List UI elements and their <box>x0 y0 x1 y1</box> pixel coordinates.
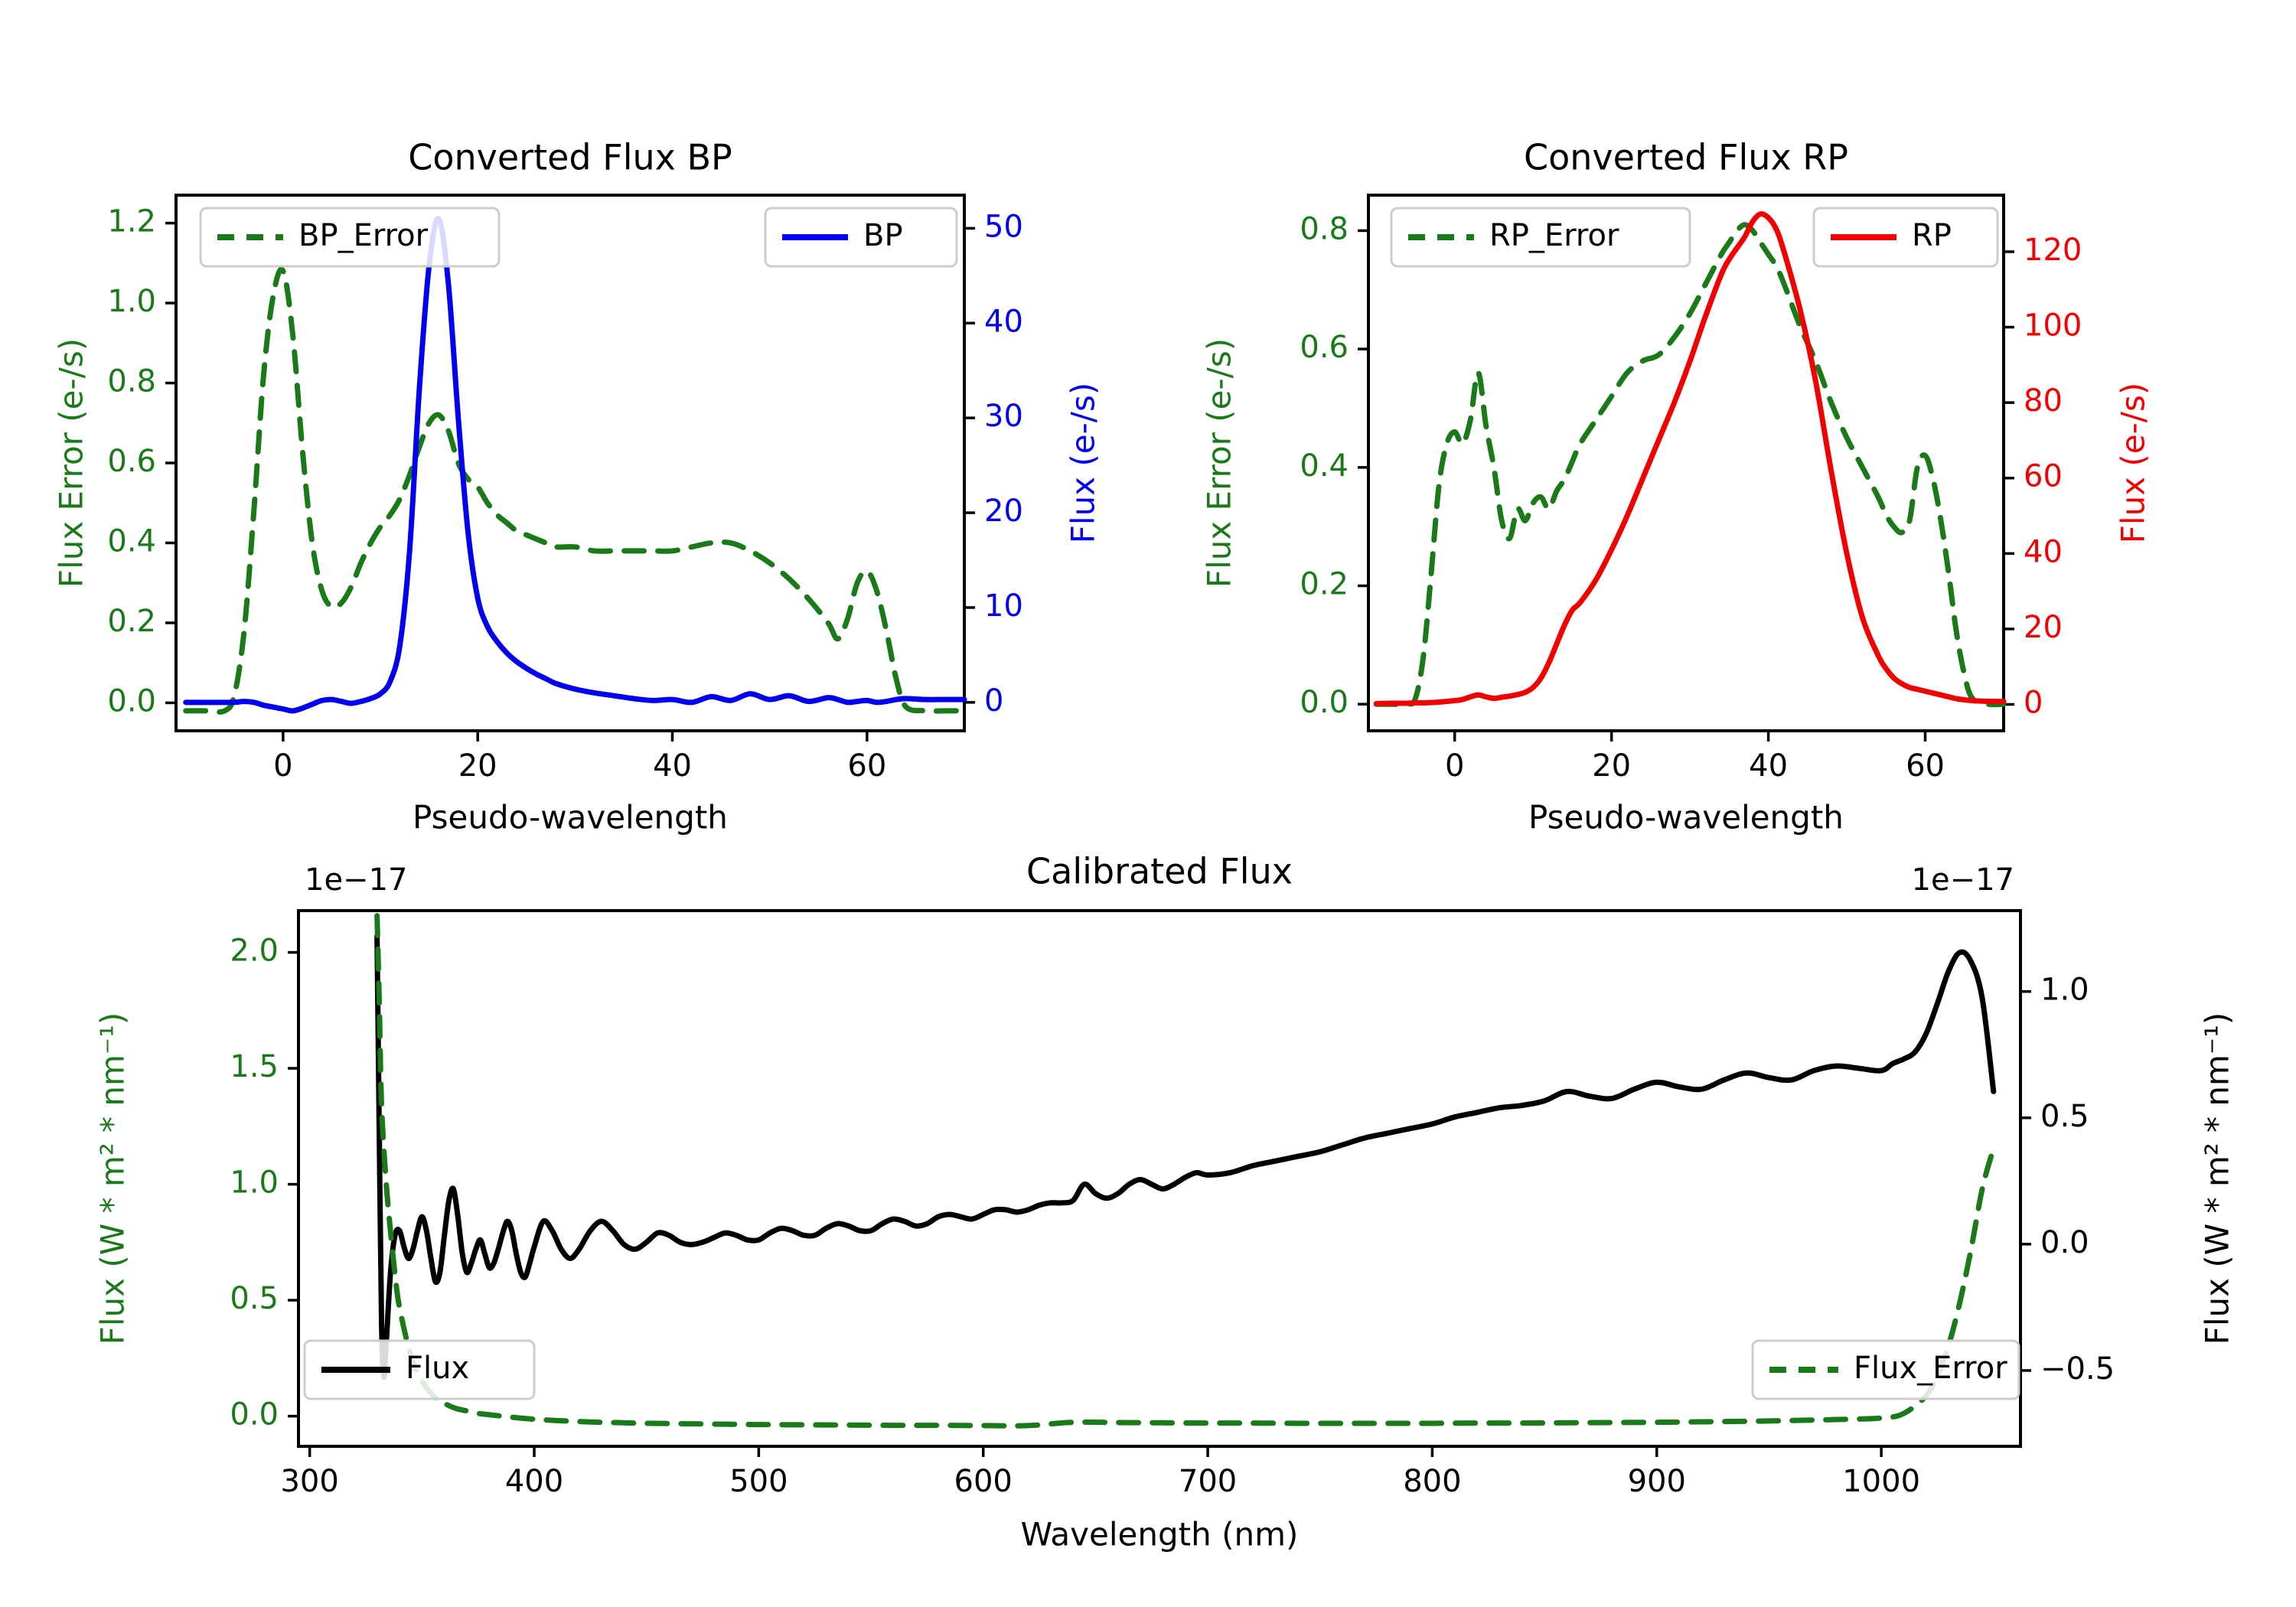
series-flux <box>374 933 1997 1380</box>
y-axis-label-right: Flux (W * m² * nm⁻¹) <box>2199 1012 2236 1345</box>
panel-converted-flux-bp: Converted Flux BP 0 20 40 60 Pseudo-wavelengt… <box>0 46 1148 836</box>
series-rp <box>1373 211 2007 707</box>
y-offset-label-left: 1e−17 <box>305 862 407 898</box>
x-tick-label: 20 <box>458 748 497 784</box>
y-tick-label-left: 0.0 <box>230 1397 279 1433</box>
y-tick-label-right: 120 <box>2024 233 2082 268</box>
y-tick-label-left: 1.5 <box>230 1049 279 1084</box>
series-flux_error <box>374 913 1997 1429</box>
x-tick-label: 20 <box>1592 748 1631 784</box>
y-tick-label-left: 1.0 <box>230 1165 279 1201</box>
legend-label: RP <box>1912 218 1952 253</box>
y-tick-label-right: 60 <box>2024 459 2063 494</box>
legend-calibrated-flux-error[interactable]: Flux_Error <box>1751 1339 2020 1400</box>
y-tick-label-left: 0.2 <box>1300 566 1349 601</box>
series-bp <box>183 216 967 714</box>
legend-calibrated-flux[interactable]: Flux <box>303 1339 536 1400</box>
chart-calibrated-flux: Calibrated Flux 1e−17 1e−17 300 400 500 600 700… <box>94 851 2236 1553</box>
y-tick-label-left: 0.0 <box>1300 685 1349 720</box>
legend-bp-flux[interactable]: BP <box>764 207 958 268</box>
y-tick-label-left: 0.6 <box>1300 330 1349 365</box>
chart-title: Converted Flux RP <box>1524 137 1848 178</box>
y-tick-label-right: 20 <box>984 494 1023 529</box>
chart-title: Converted Flux BP <box>408 137 732 178</box>
y-tick-label-left: 1.0 <box>107 284 156 319</box>
plot-frame <box>1367 194 2005 732</box>
x-tick-label: 60 <box>1906 748 1945 784</box>
legend-label: RP_Error <box>1489 218 1619 253</box>
y-tick-label-right: −0.5 <box>2040 1351 2115 1387</box>
x-tick-label: 0 <box>273 748 292 784</box>
y-tick-label-right: 30 <box>984 399 1023 434</box>
x-tick-label: 400 <box>505 1464 563 1499</box>
series-bp_error <box>183 266 967 715</box>
legend-rp-flux[interactable]: RP <box>1812 207 1999 268</box>
chart-converted-flux-bp: Converted Flux BP 0 20 40 60 Pseudo-wavelengt… <box>53 137 1102 836</box>
y-tick-label-right: 80 <box>2024 383 2063 419</box>
y-tick-label-right: 10 <box>984 588 1023 624</box>
x-tick-label: 800 <box>1403 1464 1461 1499</box>
x-tick-label: 600 <box>954 1464 1013 1499</box>
y-tick-label-right: 20 <box>2024 610 2063 645</box>
y-tick-label-right: 0 <box>984 683 1003 719</box>
plot-frame <box>297 909 2022 1448</box>
legend-label: Flux <box>406 1351 469 1386</box>
legend-bp-error[interactable]: BP_Error <box>199 207 501 268</box>
y-tick-label-left: 0.8 <box>1300 211 1349 246</box>
y-axis-label-left: Flux Error (e-/s) <box>1201 338 1238 588</box>
y-tick-label-right: 0 <box>2024 685 2043 720</box>
y-tick-label-left: 1.2 <box>107 204 156 240</box>
x-tick-label: 900 <box>1628 1464 1686 1499</box>
x-tick-label: 300 <box>280 1464 338 1499</box>
y-offset-label-right: 1e−17 <box>1912 862 2014 898</box>
x-tick-label: 1000 <box>1842 1464 1920 1499</box>
y-axis-label-left: Flux (W * m² * nm⁻¹) <box>94 1012 132 1345</box>
series-rp_error <box>1373 222 2007 708</box>
panel-converted-flux-rp: Converted Flux RP 0 20 40 60 Pseudo-wavelengt… <box>1148 46 2296 836</box>
legend-label: Flux_Error <box>1854 1351 2007 1386</box>
y-tick-label-left: 0.5 <box>230 1281 279 1316</box>
y-tick-label-right: 50 <box>984 209 1023 244</box>
y-tick-label-right: 100 <box>2024 308 2082 344</box>
y-tick-label-left: 0.0 <box>107 683 156 719</box>
legend-label: BP_Error <box>298 218 429 253</box>
x-tick-label: 40 <box>653 748 692 784</box>
chart-title: Calibrated Flux <box>1026 851 1293 892</box>
y-tick-label-left: 0.6 <box>107 444 156 479</box>
x-tick-label: 700 <box>1179 1464 1237 1499</box>
y-tick-label-left: 0.2 <box>107 604 156 639</box>
y-tick-label-left: 0.4 <box>1300 448 1349 484</box>
x-axis-label: Wavelength (nm) <box>1021 1516 1299 1553</box>
panel-calibrated-flux: Calibrated Flux 1e−17 1e−17 300 400 500 600 700… <box>0 826 2296 1607</box>
y-axis-label-left: Flux Error (e-/s) <box>53 338 90 588</box>
y-tick-label-left: 0.8 <box>107 364 156 399</box>
y-tick-label-left: 0.4 <box>107 523 156 559</box>
x-axis-label: Pseudo-wavelength <box>413 799 728 836</box>
chart-converted-flux-rp: Converted Flux RP 0 20 40 60 Pseudo-wavelengt… <box>1201 137 2152 836</box>
y-tick-label-right: 0.5 <box>2040 1099 2089 1134</box>
y-tick-label-right: 40 <box>2024 534 2063 569</box>
x-axis-label: Pseudo-wavelength <box>1528 799 1844 836</box>
y-tick-label-left: 2.0 <box>230 934 279 969</box>
legend-label: BP <box>863 218 903 253</box>
y-tick-label-right: 1.0 <box>2040 973 2089 1008</box>
y-axis-label-right: Flux (e-/s) <box>1065 383 1102 543</box>
x-tick-label: 60 <box>847 748 886 784</box>
y-axis-label-right: Flux (e-/s) <box>2115 383 2152 543</box>
y-tick-label-right: 40 <box>984 304 1023 339</box>
y-tick-label-right: 0.0 <box>2040 1225 2089 1260</box>
plot-frame <box>174 194 966 732</box>
legend-rp-error[interactable]: RP_Error <box>1390 207 1691 268</box>
x-tick-label: 0 <box>1445 748 1464 784</box>
x-tick-label: 40 <box>1749 748 1788 784</box>
x-tick-label: 500 <box>729 1464 788 1499</box>
